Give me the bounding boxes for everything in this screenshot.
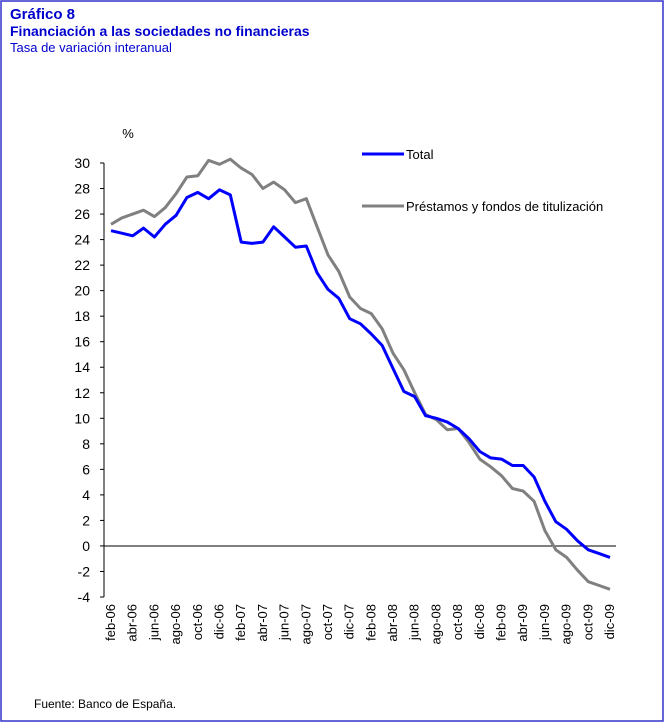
y-tick-label: 12	[74, 385, 90, 401]
x-tick-label: feb-08	[363, 604, 378, 641]
chart-description: Tasa de variación interanual	[10, 40, 172, 55]
y-tick-label: 8	[82, 436, 90, 452]
x-tick-label: jun-08	[407, 604, 422, 641]
x-tick-label: abr-07	[255, 604, 270, 642]
x-tick-label: dic-09	[602, 604, 617, 639]
x-tick-label: dic-07	[342, 604, 357, 639]
y-axis-label: %	[122, 126, 134, 141]
y-tick-label: 14	[74, 359, 90, 375]
y-tick-label: 30	[74, 155, 90, 171]
source: Fuente: Banco de España.	[34, 697, 176, 711]
y-tick-label: 26	[74, 206, 90, 222]
x-tick-label: ago-09	[559, 604, 574, 644]
x-tick-label: oct-07	[320, 604, 335, 640]
legend-label: Total	[406, 147, 434, 162]
x-tick-label: dic-06	[211, 604, 226, 639]
x-tick-label: abr-09	[515, 604, 530, 642]
x-tick-label: abr-08	[385, 604, 400, 642]
y-tick-label: 20	[74, 283, 90, 299]
x-tick-label: oct-06	[190, 604, 205, 640]
x-tick-label: oct-08	[450, 604, 465, 640]
y-tick-label: 24	[74, 232, 90, 248]
x-tick-label: ago-06	[168, 604, 183, 644]
x-tick-label: jun-06	[146, 604, 161, 641]
y-tick-label: 18	[74, 308, 90, 324]
y-tick-label: 10	[74, 410, 90, 426]
x-tick-label: jun-09	[537, 604, 552, 641]
x-tick-label: feb-09	[494, 604, 509, 641]
x-tick-label: dic-08	[472, 604, 487, 639]
y-tick-label: 0	[82, 538, 90, 554]
x-tick-label: jun-07	[277, 604, 292, 641]
x-tick-label: feb-06	[103, 604, 118, 641]
chart-subtitle: Financiación a las sociedades no financi…	[10, 23, 310, 39]
x-tick-label: abr-06	[125, 604, 140, 642]
line-series	[110, 188, 611, 559]
x-tick-label: ago-07	[298, 604, 313, 644]
chart-title: Gráfico 8	[10, 6, 75, 23]
y-tick-label: -4	[78, 589, 91, 605]
y-tick-label: 4	[82, 487, 90, 503]
x-tick-label: feb-07	[233, 604, 248, 641]
y-tick-label: 16	[74, 334, 90, 350]
legend-label: Préstamos y fondos de titulización	[406, 199, 603, 214]
line-series	[110, 157, 611, 591]
y-tick-label: -2	[78, 563, 91, 579]
y-tick-label: 2	[82, 512, 90, 528]
x-tick-label: ago-08	[428, 604, 443, 644]
x-tick-label: oct-09	[580, 604, 595, 640]
y-tick-label: 22	[74, 257, 90, 273]
y-tick-label: 6	[82, 461, 90, 477]
y-tick-label: 28	[74, 181, 90, 197]
